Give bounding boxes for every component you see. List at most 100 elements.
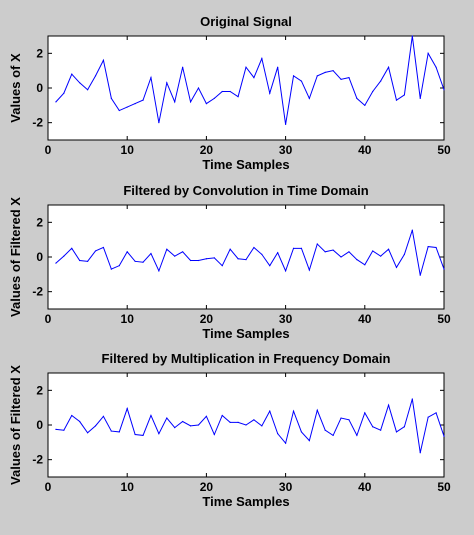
data-point — [269, 410, 271, 412]
data-point — [443, 89, 445, 91]
y-tick-label: -2 — [32, 285, 43, 299]
data-point — [221, 414, 223, 417]
x-tick-label: 30 — [279, 143, 293, 157]
plot-area — [47, 35, 445, 141]
data-point — [205, 415, 207, 417]
data-point — [213, 433, 215, 436]
data-point — [324, 251, 326, 253]
x-tick-label: 10 — [121, 143, 135, 157]
data-point — [411, 398, 413, 400]
x-tick-label: 0 — [45, 143, 52, 157]
data-point — [166, 248, 168, 250]
y-tick-label: -2 — [32, 453, 43, 467]
data-point — [277, 66, 279, 68]
data-point — [134, 260, 136, 262]
data-point — [435, 246, 437, 249]
data-point — [419, 97, 421, 99]
data-point — [71, 247, 73, 249]
data-point — [197, 87, 200, 89]
series-line — [55, 35, 445, 125]
data-point — [411, 229, 413, 231]
data-point — [79, 259, 81, 262]
x-tick-label: 0 — [45, 480, 52, 494]
data-point — [253, 77, 255, 79]
data-point — [221, 90, 223, 93]
data-point — [387, 404, 390, 406]
data-point — [292, 75, 295, 77]
data-point — [71, 73, 73, 75]
series-line — [55, 229, 445, 276]
data-point — [237, 258, 239, 260]
x-tick-label: 0 — [45, 312, 52, 326]
x-tick-label: 40 — [358, 143, 372, 157]
data-point — [316, 409, 318, 411]
x-tick-label: 50 — [437, 312, 451, 326]
y-axis-label: Values of Filtered X — [8, 365, 23, 485]
data-point — [158, 122, 160, 124]
subplot-3: Filtered by Multiplication in Frequency … — [8, 351, 451, 509]
data-point — [292, 247, 295, 249]
data-point — [150, 252, 152, 255]
data-point — [158, 433, 160, 435]
data-point — [380, 429, 382, 431]
y-tick-label: 0 — [36, 81, 43, 95]
y-axis-label: Values of X — [8, 53, 23, 123]
data-point — [142, 99, 144, 101]
data-point — [189, 425, 192, 427]
y-axis-label: Values of Filtered X — [8, 197, 23, 317]
data-point — [245, 424, 247, 426]
data-point — [356, 259, 358, 261]
data-point — [395, 99, 398, 101]
chart-title: Original Signal — [200, 14, 292, 29]
data-point — [182, 420, 184, 423]
x-tick-label: 20 — [200, 143, 214, 157]
y-tick-label: 2 — [36, 215, 43, 229]
data-point — [348, 251, 350, 253]
data-point — [253, 246, 255, 249]
data-point — [308, 440, 310, 442]
data-point — [110, 430, 112, 432]
data-point — [269, 92, 271, 94]
data-point — [87, 89, 89, 91]
data-point — [229, 248, 231, 250]
x-axis-label: Time Samples — [202, 157, 289, 172]
data-point — [403, 94, 405, 96]
data-point — [308, 269, 310, 271]
data-point — [150, 77, 152, 79]
data-point — [340, 417, 342, 419]
data-point — [372, 250, 374, 252]
data-point — [435, 66, 437, 68]
data-point — [300, 431, 303, 433]
data-point — [427, 416, 429, 418]
data-point — [427, 246, 429, 248]
x-axis-label: Time Samples — [202, 494, 289, 509]
data-point — [435, 412, 437, 414]
data-point — [213, 97, 215, 99]
data-point — [324, 71, 326, 73]
data-point — [197, 424, 200, 426]
data-point — [253, 419, 255, 421]
data-point — [419, 452, 421, 454]
data-point — [118, 265, 120, 267]
data-point — [118, 109, 120, 112]
data-point — [221, 265, 223, 267]
chart-title: Filtered by Multiplication in Frequency … — [102, 351, 391, 366]
series-line — [55, 398, 445, 453]
data-point — [332, 70, 334, 72]
y-tick-label: 2 — [36, 383, 43, 397]
data-point — [387, 66, 390, 68]
data-point — [71, 414, 73, 417]
data-point — [261, 57, 263, 60]
data-point — [443, 435, 445, 437]
data-point — [372, 426, 374, 428]
data-point — [205, 103, 207, 105]
data-point — [387, 248, 390, 250]
y-tick-label: 2 — [36, 46, 43, 60]
y-tick-label: 0 — [36, 418, 43, 432]
data-point — [380, 255, 382, 257]
data-point — [324, 429, 326, 431]
data-point — [134, 103, 136, 105]
data-point — [348, 77, 350, 79]
